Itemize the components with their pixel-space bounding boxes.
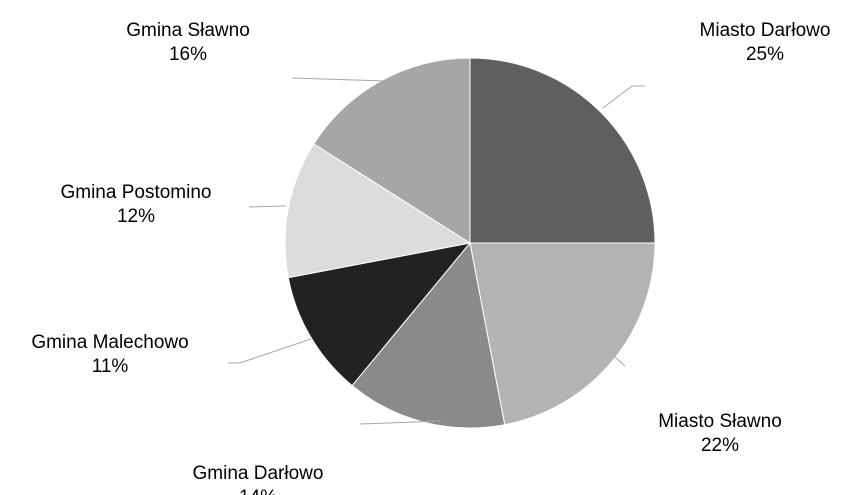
data-label-gmina-darlowo: Gmina Darłowo 14% [193, 463, 324, 495]
data-label-category: Miasto Darłowo [700, 20, 831, 41]
data-label-category: Gmina Darłowo [193, 463, 324, 484]
pie-slice-miasto-darlowo [469, 57, 656, 244]
pie-slice-gmina-postomino [284, 143, 472, 279]
leader-lines [228, 77, 645, 425]
data-label-miasto-slawno: Miasto Sławno 22% [658, 411, 782, 456]
data-label-gmina-postomino: Gmina Postomino 12% [60, 182, 211, 227]
pie-slice-miasto-slawno [469, 242, 656, 426]
leader-line-gmina-slawno [291, 77, 385, 82]
leader-line-gmina-postomino [248, 205, 287, 208]
data-label-percent: 12% [117, 206, 155, 227]
pie-slices [284, 57, 656, 429]
data-label-category: Gmina Sławno [126, 20, 250, 41]
leader-line-gmina-darlowo [359, 420, 443, 425]
data-label-percent: 16% [169, 44, 207, 65]
data-label-category: Gmina Postomino [60, 182, 211, 203]
data-label-percent: 22% [701, 435, 739, 456]
data-label-percent: 25% [746, 44, 784, 65]
leader-line-miasto-darlowo [602, 85, 645, 109]
leader-line-gmina-malechowo [228, 338, 312, 364]
data-label-gmina-slawno: Gmina Sławno 16% [126, 20, 250, 65]
pie-slice-gmina-malechowo [287, 242, 472, 387]
data-label-gmina-malechowo: Gmina Malechowo 11% [31, 332, 188, 377]
data-label-category: Gmina Malechowo [31, 332, 188, 353]
data-label-miasto-darlowo: Miasto Darłowo 25% [700, 20, 831, 65]
data-labels: Miasto Darłowo 25% Miasto Sławno 22% Gmina D… [31, 20, 830, 495]
data-label-category: Miasto Sławno [658, 411, 782, 432]
data-label-percent: 14% [239, 487, 277, 495]
leader-line-miasto-slawno [613, 355, 626, 367]
data-label-percent: 11% [92, 356, 129, 377]
